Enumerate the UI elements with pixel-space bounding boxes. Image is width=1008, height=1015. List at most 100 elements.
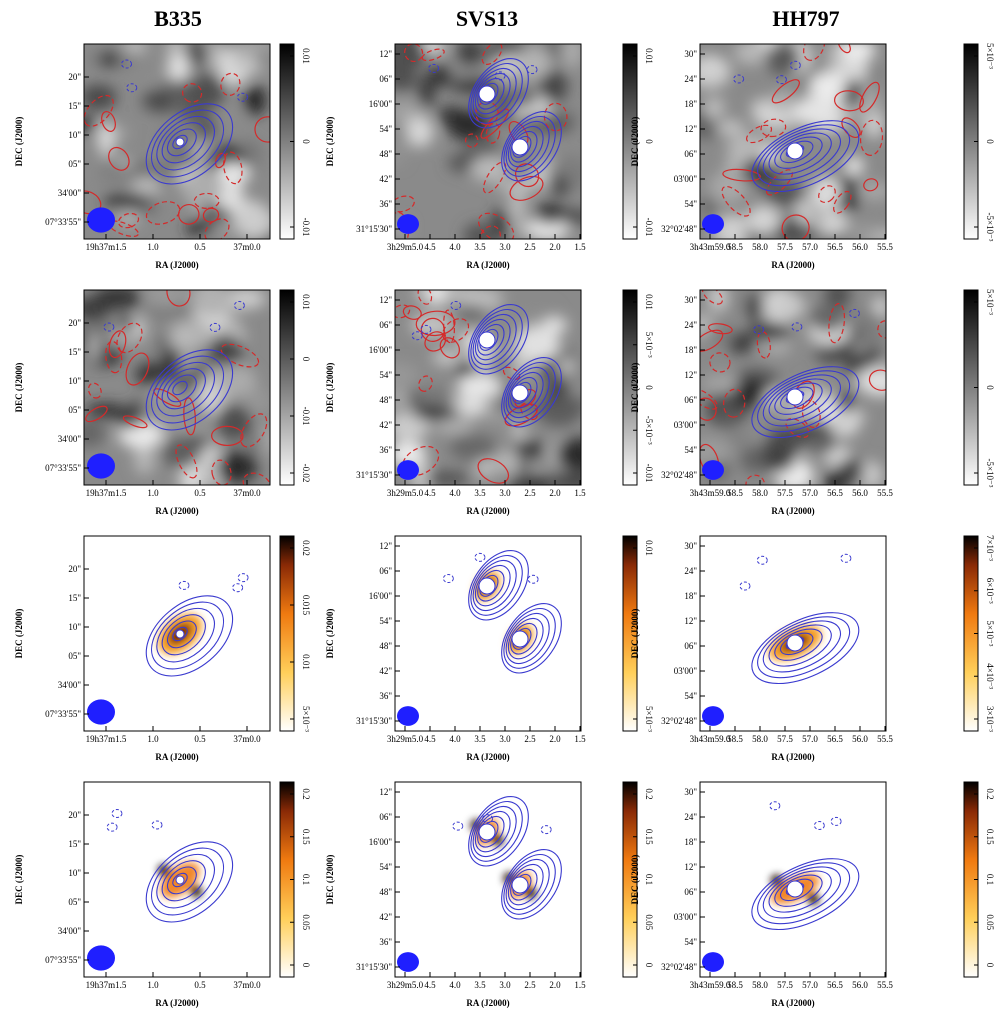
blue-contour <box>757 616 851 679</box>
blue-contour <box>470 63 523 124</box>
colorbar-tick-label: 0.15 <box>985 829 995 845</box>
ra-tick-label: 3.5 <box>474 734 486 744</box>
peak-marker <box>511 138 529 156</box>
blue-contour <box>161 860 206 902</box>
red-contour <box>709 352 731 373</box>
beam-ellipse <box>87 207 115 233</box>
red-contour <box>721 185 751 217</box>
red-contour <box>863 178 879 192</box>
ra-tick-label: 57.5 <box>777 734 793 744</box>
dec-tick-label: 12" <box>684 616 697 626</box>
blue-contour <box>768 870 832 913</box>
ra-axis-label: RA (J2000) <box>771 506 814 516</box>
dec-tick-label: 05" <box>68 405 81 415</box>
dec-axis-label: DEC (J2000) <box>325 363 335 413</box>
blue-contour <box>145 595 234 677</box>
ra-tick-label: 37m0.0 <box>233 488 261 498</box>
ra-axis-label: RA (J2000) <box>466 752 509 762</box>
blue-negative-contour <box>753 325 765 335</box>
red-contour <box>833 90 864 112</box>
dec-tick-label: 15" <box>68 101 81 111</box>
colorbar-tick-label: -0.02 <box>301 464 311 483</box>
ra-axis-label: RA (J2000) <box>466 260 509 270</box>
dec-tick-label: 20" <box>68 318 81 328</box>
panel-frame <box>83 43 271 240</box>
blue-negative-contour <box>442 574 454 584</box>
dec-tick-label: 06" <box>379 320 392 330</box>
red-contour <box>722 388 746 418</box>
colorbar-tick-label: 0 <box>985 139 995 144</box>
blue-negative-contour <box>106 822 118 832</box>
panel-svs13-4: 3h29m5.0 4.5 4.0 3.5 3.0 2.5 2.0 1.5 RA (J2000) 1… <box>325 781 654 1008</box>
blue-negative-contour <box>450 300 462 310</box>
colorbar-tick-label: 0.2 <box>644 788 654 799</box>
panel-svs13-1: 3h29m5.0 4.5 4.0 3.5 3.0 2.5 2.0 1.5 RA (J2000) 1… <box>325 43 654 270</box>
dec-tick-label: 32°02'48" <box>661 716 697 726</box>
ra-tick-label: 3h43m59.0 <box>690 734 731 744</box>
blue-contour <box>774 136 823 169</box>
dec-tick-label: 24" <box>684 566 697 576</box>
blue-contour <box>472 805 517 858</box>
colorbar-tick-label: 0.01 <box>301 48 311 64</box>
blue-contour <box>151 601 225 670</box>
red-contour <box>837 44 851 54</box>
beam-ellipse <box>397 460 419 480</box>
dec-tick-label: 24" <box>684 320 697 330</box>
blue-contour <box>145 349 234 431</box>
panel-frame <box>394 43 582 240</box>
red-contour <box>481 44 503 66</box>
red-contour <box>465 133 479 148</box>
ra-tick-label: 57.0 <box>802 488 818 498</box>
blue-negative-contour <box>733 74 745 84</box>
ra-tick-label: 19h37m1.5 <box>86 734 127 744</box>
blue-negative-contour <box>540 825 552 835</box>
colorbar-tick-label: -0.01 <box>301 218 311 237</box>
column-title: B335 <box>154 6 202 31</box>
blue-negative-contour <box>103 322 115 332</box>
ra-axis-label: RA (J2000) <box>155 260 198 270</box>
blue-negative-contour <box>527 574 539 584</box>
panel-b335-1: 19h37m1.5 1.0 0.5 37m0.0 RA (J2000) 20" 15" 10"… <box>14 43 311 270</box>
blue-negative-contour <box>237 92 249 102</box>
colorbar-tick-label: 4×10⁻³ <box>985 663 995 689</box>
dec-tick-label: 18" <box>684 345 697 355</box>
colorbar-tick-label: 5×10⁻³ <box>301 706 311 732</box>
dec-tick-label: 34'00" <box>58 434 82 444</box>
blue-negative-contour <box>411 331 423 341</box>
ra-tick-label: 58.5 <box>727 980 743 990</box>
panel-hh797-3: 3h43m59.058.5 58.0 57.5 57.0 56.5 56.0 55.5 RA … <box>630 535 995 762</box>
ra-tick-label: 56.0 <box>852 980 868 990</box>
red-contour <box>833 190 852 214</box>
blue-contour <box>145 841 234 923</box>
blue-contour <box>762 374 841 427</box>
red-contour <box>771 79 800 104</box>
dec-tick-label: 06" <box>379 812 392 822</box>
red-contour <box>105 340 123 374</box>
colorbar-tick-label: 0.01 <box>301 654 311 670</box>
ra-tick-label: 56.0 <box>852 734 868 744</box>
ra-tick-label: 56.5 <box>827 734 843 744</box>
dec-tick-label: 42" <box>379 666 392 676</box>
blue-contour <box>501 849 562 920</box>
dec-tick-label: 34'00" <box>58 680 82 690</box>
blue-contour <box>774 382 823 415</box>
dec-tick-label: 54" <box>379 370 392 380</box>
panel-frame <box>699 535 887 732</box>
blue-contour <box>762 866 841 919</box>
blue-contour <box>161 614 206 656</box>
blue-contour <box>507 863 544 906</box>
colorbar-tick-label: 0 <box>301 357 311 362</box>
peak-marker <box>175 137 185 147</box>
colorbar-tick-label: 0 <box>985 963 995 968</box>
ra-tick-label: 58.0 <box>752 242 768 252</box>
ra-tick-label: 0.5 <box>194 488 206 498</box>
ra-tick-label: 2.5 <box>524 734 536 744</box>
red-contour <box>211 425 244 447</box>
dec-tick-label: 06" <box>379 74 392 84</box>
blue-contour <box>757 862 851 925</box>
panel-image <box>84 536 270 731</box>
blue-contour <box>757 370 851 433</box>
dec-tick-label: 54" <box>684 199 697 209</box>
panel-image <box>395 782 581 977</box>
red-contour <box>108 146 130 171</box>
